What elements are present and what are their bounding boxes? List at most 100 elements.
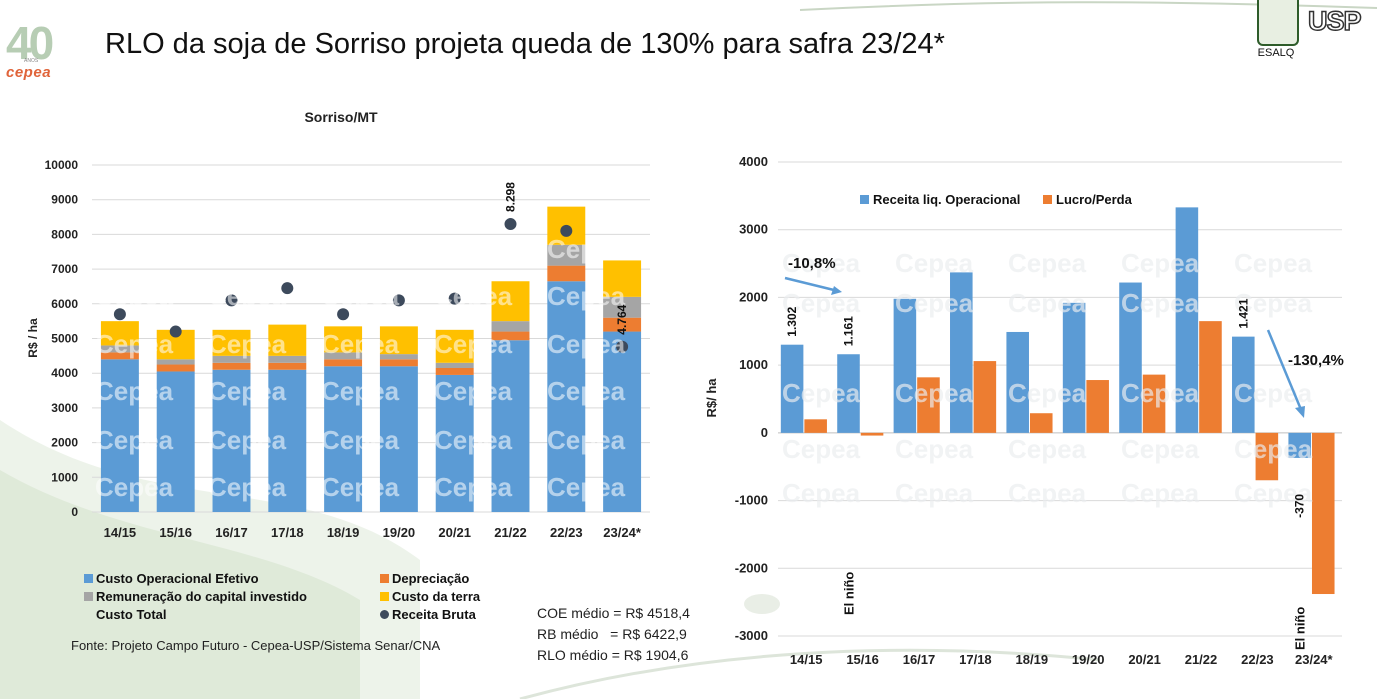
bar xyxy=(1086,380,1109,433)
watermark-text: Cepea xyxy=(1008,378,1087,408)
receita-bruta-marker xyxy=(448,292,461,305)
legend-swatch-gray xyxy=(84,592,93,601)
watermark-text: Cepea xyxy=(321,376,400,406)
bar-segment xyxy=(100,359,139,512)
watermark-text: Cepea xyxy=(547,281,626,311)
watermark-text: Cepea xyxy=(782,288,861,318)
y-tick-label: 10000 xyxy=(45,158,79,172)
watermark-text: Cepea xyxy=(434,234,513,264)
watermark-text: Cepea xyxy=(321,425,400,455)
legend-swatch-orange xyxy=(1043,195,1052,204)
watermark-text: Cepea xyxy=(895,248,974,278)
y-tick-label: -2000 xyxy=(735,560,768,575)
legend-item-custo-terra: Custo da terra xyxy=(380,589,480,604)
bar-segment xyxy=(547,281,586,512)
bar-segment xyxy=(603,296,642,318)
watermark-text: Cepea xyxy=(1121,288,1200,318)
y-tick-label: 2000 xyxy=(51,436,78,450)
receita-bruta-marker xyxy=(560,224,573,237)
watermark-text: Cepea xyxy=(434,329,513,359)
watermark-text: Cepea xyxy=(1234,248,1313,278)
left-stacked-bar-chart: Sorriso/MT 0 1000 2000 3000 4000 5000 6000 7000 8… xyxy=(26,109,650,540)
watermark-text: Cepea xyxy=(321,329,400,359)
receita-bruta-marker xyxy=(337,308,350,321)
y-tick-label: 1000 xyxy=(51,470,78,484)
watermark-text: Cepea xyxy=(1234,478,1313,508)
legend-item-depreciacao: Depreciação xyxy=(380,571,469,586)
watermark-text: Cepea xyxy=(782,378,861,408)
data-label: 1.421 xyxy=(1236,298,1250,328)
el-nino-label: El niño xyxy=(1293,607,1308,650)
legend-label: Lucro/Perda xyxy=(1056,192,1133,207)
bar-segment xyxy=(603,317,642,332)
y-tick-label: 7000 xyxy=(51,262,78,276)
watermark-text: Cepea xyxy=(321,234,400,264)
bar-segment xyxy=(100,352,139,360)
watermark-text: Cepea xyxy=(895,378,974,408)
bar xyxy=(1288,432,1311,458)
bar-segment xyxy=(379,359,418,367)
bar xyxy=(804,419,827,433)
bar-segment xyxy=(379,326,418,355)
esalq-crest-icon xyxy=(1257,0,1299,46)
bar xyxy=(973,361,997,433)
x-tick-label: 19/20 xyxy=(383,525,416,540)
watermark-text: Cepea xyxy=(1008,434,1087,464)
bar-segment xyxy=(379,354,418,360)
data-label: -370 xyxy=(1293,494,1307,518)
data-label: 1.302 xyxy=(785,306,799,336)
data-label: 4.764 xyxy=(615,304,629,334)
bar xyxy=(1062,302,1086,433)
watermark-text: Cepea xyxy=(1008,378,1087,408)
x-tick-label: 17/18 xyxy=(271,525,304,540)
bar-segment xyxy=(324,352,363,360)
legend-item-custo-total: Custo Total xyxy=(96,607,167,622)
logo-anos: ANOS xyxy=(24,58,39,64)
annotation-percent: -10,8% xyxy=(788,255,836,272)
watermark-text: Cepea xyxy=(1121,478,1200,508)
bar-segment xyxy=(435,367,474,375)
bar xyxy=(1006,331,1029,433)
watermark-text: Cepea xyxy=(782,288,861,318)
watermark-text: Cepea xyxy=(1234,288,1313,318)
legend-label: Remuneração do capital investido xyxy=(96,589,307,604)
bar-segment xyxy=(212,329,251,356)
usp-logo: USP xyxy=(1307,5,1362,37)
watermark-text: Cepea xyxy=(95,376,174,406)
watermark-text: Cepea xyxy=(895,434,974,464)
bar xyxy=(780,344,804,433)
watermark-text: Cepea xyxy=(1008,248,1087,278)
data-label: 1.161 xyxy=(842,316,856,346)
y-tick-label: 4000 xyxy=(51,366,78,380)
bar-segment xyxy=(547,265,586,282)
watermark-text: Cepea xyxy=(782,248,861,278)
watermark-text: Cepea xyxy=(895,478,974,508)
x-tick-label: 21/22 xyxy=(494,525,527,540)
y-axis-label: R$ / ha xyxy=(26,318,40,358)
y-tick-label: 4000 xyxy=(739,154,768,169)
y-tick-label: -1000 xyxy=(735,493,768,508)
watermark-text: Cepea xyxy=(321,281,400,311)
watermark-text: Cepea xyxy=(1234,378,1313,408)
x-tick-label: 15/16 xyxy=(846,652,879,667)
bar-segment xyxy=(212,362,251,370)
x-tick-label: 21/22 xyxy=(1185,652,1218,667)
watermark-text: Cepea xyxy=(208,472,287,502)
watermark-text: Cepea xyxy=(547,234,626,264)
y-tick-label: 3000 xyxy=(739,222,768,237)
x-tick-label: 23/24* xyxy=(603,525,642,540)
legend-label: Receita Bruta xyxy=(392,607,476,622)
y-tick-label: -3000 xyxy=(735,628,768,643)
watermark-text: Cepea xyxy=(547,425,626,455)
bar xyxy=(837,354,860,433)
bar-segment xyxy=(324,326,363,353)
watermark-text: Cepea xyxy=(1121,434,1200,464)
watermark-text: Cepea xyxy=(1008,478,1087,508)
x-tick-label: 18/19 xyxy=(327,525,360,540)
watermark-text: Cepea xyxy=(895,288,974,318)
bar-segment xyxy=(100,345,139,353)
legend-dot-icon xyxy=(380,610,389,619)
watermark-text: Cepea xyxy=(434,472,513,502)
x-tick-label: 20/21 xyxy=(1128,652,1161,667)
watermark-text: Cepea xyxy=(782,378,861,408)
